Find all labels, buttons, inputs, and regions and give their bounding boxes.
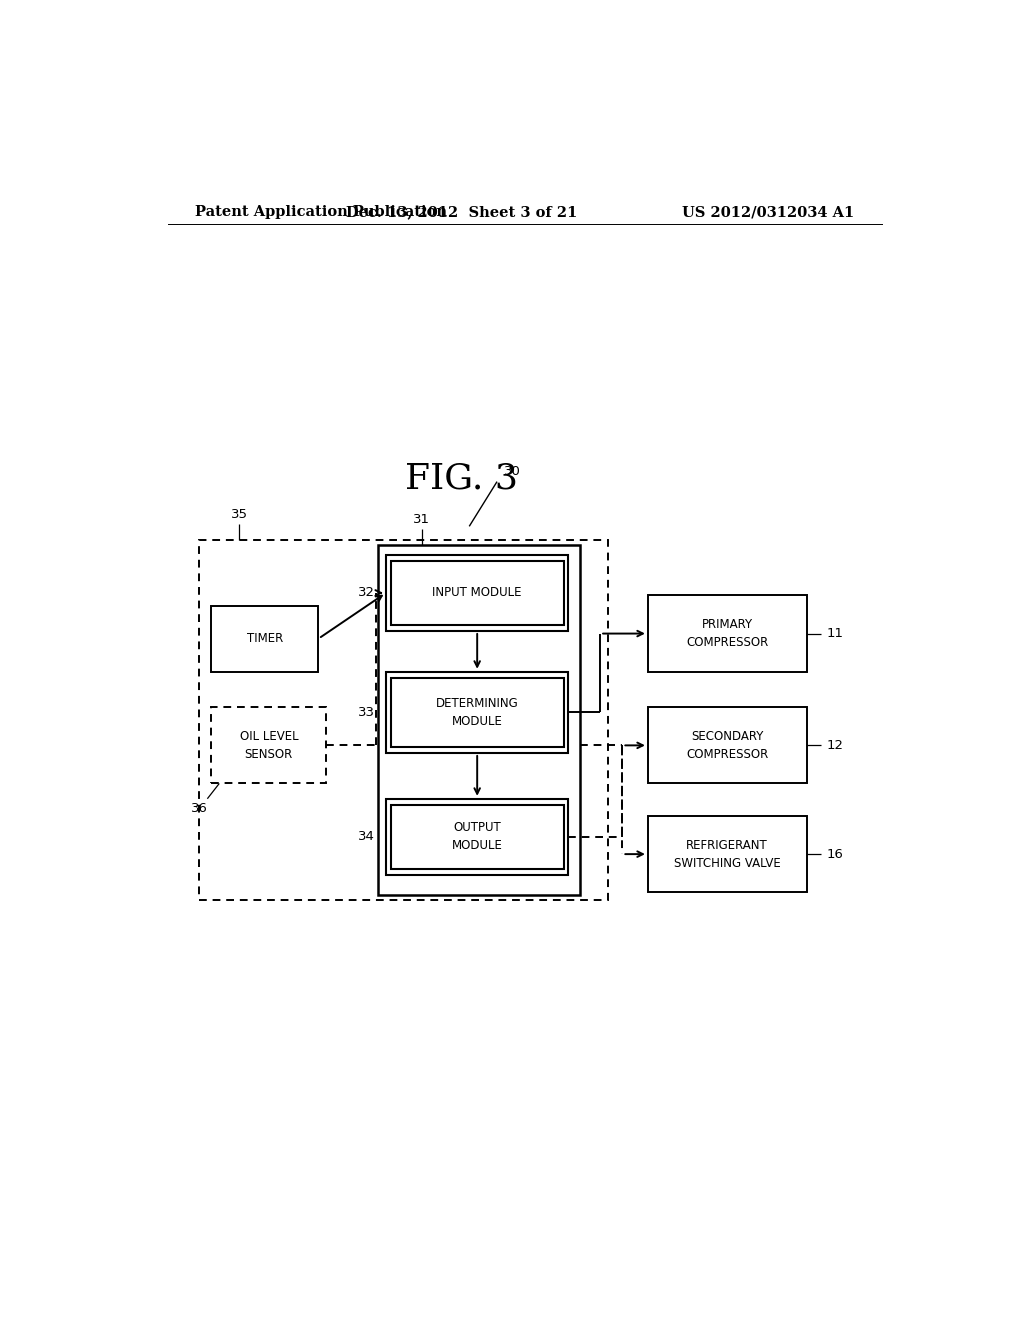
Text: INPUT MODULE: INPUT MODULE — [432, 586, 522, 599]
Text: US 2012/0312034 A1: US 2012/0312034 A1 — [682, 206, 854, 219]
Text: 12: 12 — [826, 739, 844, 752]
Text: SECONDARY
COMPRESSOR: SECONDARY COMPRESSOR — [686, 730, 768, 760]
Text: OUTPUT
MODULE: OUTPUT MODULE — [452, 821, 503, 853]
Text: PRIMARY
COMPRESSOR: PRIMARY COMPRESSOR — [686, 618, 768, 649]
Bar — [211, 708, 327, 784]
Text: 31: 31 — [413, 512, 430, 525]
Bar — [648, 708, 807, 784]
Bar — [648, 595, 807, 672]
Text: 32: 32 — [357, 586, 375, 599]
Text: 34: 34 — [357, 830, 375, 843]
Text: FIG. 3: FIG. 3 — [404, 462, 518, 495]
Text: OIL LEVEL
SENSOR: OIL LEVEL SENSOR — [240, 730, 298, 760]
Bar — [378, 545, 581, 895]
Bar — [211, 606, 318, 672]
Text: Dec. 13, 2012  Sheet 3 of 21: Dec. 13, 2012 Sheet 3 of 21 — [346, 206, 577, 219]
Text: Patent Application Publication: Patent Application Publication — [196, 206, 447, 219]
Text: TIMER: TIMER — [247, 632, 283, 645]
Bar — [391, 561, 563, 624]
Text: DETERMINING
MODULE: DETERMINING MODULE — [436, 697, 518, 727]
Bar — [386, 554, 568, 631]
Text: REFRIGERANT
SWITCHING VALVE: REFRIGERANT SWITCHING VALVE — [674, 838, 780, 870]
Text: 11: 11 — [826, 627, 844, 640]
Bar — [386, 799, 568, 875]
Bar — [391, 805, 563, 869]
Text: 33: 33 — [357, 706, 375, 719]
Bar — [200, 540, 608, 900]
Bar — [386, 672, 568, 752]
Text: 36: 36 — [191, 803, 208, 816]
Text: 30: 30 — [505, 465, 521, 478]
Bar — [391, 677, 563, 747]
Text: 35: 35 — [230, 508, 248, 520]
Text: 16: 16 — [826, 847, 843, 861]
Bar — [648, 816, 807, 892]
